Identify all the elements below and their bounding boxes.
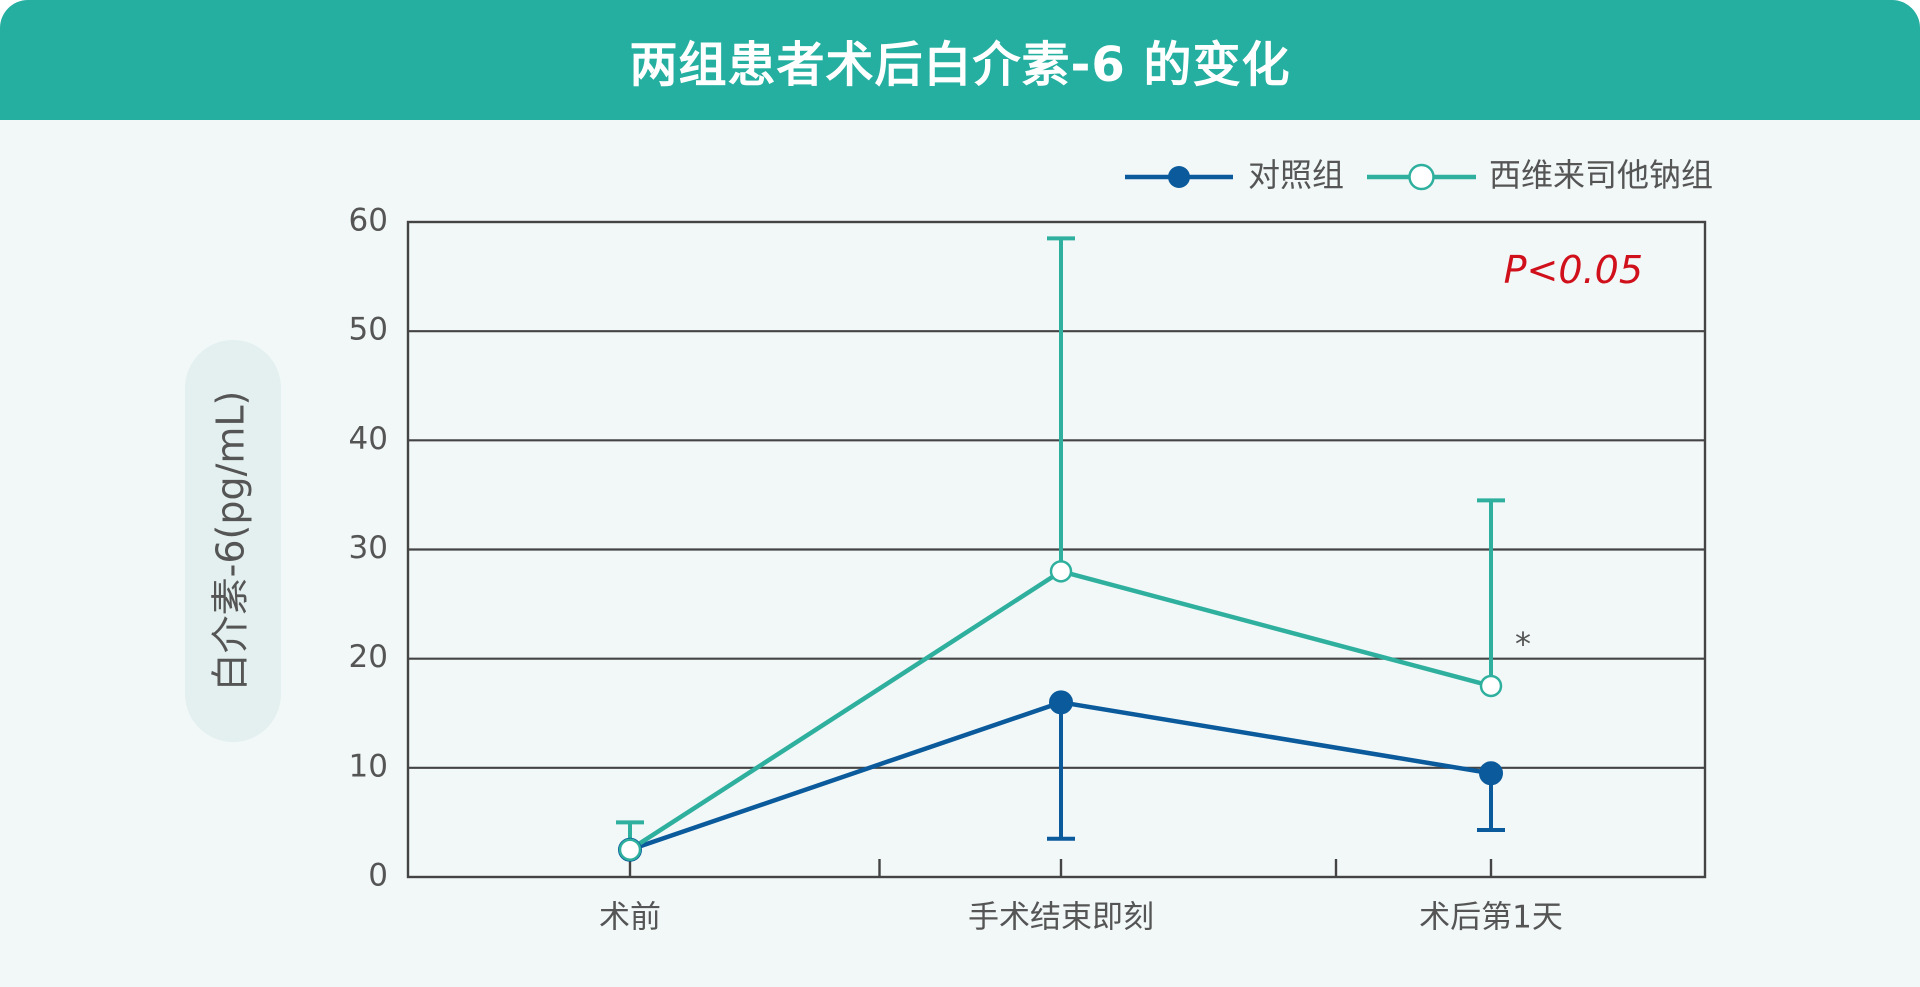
- chart-title: 两组患者术后白介素-6 的变化: [629, 37, 1291, 93]
- x-tick-label: 术后第1天: [1419, 900, 1563, 936]
- data-point: [618, 838, 642, 861]
- series-layer: [616, 236, 1505, 862]
- p-value-annotation: P<0.05: [1504, 248, 1643, 292]
- legend-marker: [1168, 166, 1190, 188]
- tick-layer: 0 10 20 30 40 50 60 术前 手术结束即刻 术后第1天: [349, 203, 1563, 936]
- y-tick-label: 0: [368, 858, 388, 894]
- data-point: [1049, 560, 1073, 583]
- data-point: [1479, 674, 1503, 698]
- y-tick-label: 50: [349, 312, 388, 348]
- chart-header: 两组患者术后白介素-6 的变化: [0, 0, 1920, 120]
- legend: 对照组 西维来司他钠组: [1125, 156, 1713, 194]
- x-tick-label: 手术结束即刻: [968, 900, 1154, 936]
- data-point: [1479, 761, 1503, 786]
- y-tick-label: 40: [349, 421, 388, 457]
- x-tick-label: 术前: [599, 900, 661, 936]
- data-point: [1049, 690, 1073, 715]
- significance-marker: *: [1515, 625, 1531, 663]
- grid-layer: [406, 220, 1707, 879]
- legend-label: 对照组: [1248, 156, 1344, 194]
- y-tick-label: 30: [349, 530, 388, 566]
- y-axis-label: 白介素-6(pg/mL): [209, 391, 253, 692]
- plot-frame: [406, 220, 1707, 879]
- y-tick-label: 10: [349, 748, 388, 784]
- y-tick-label: 20: [349, 639, 388, 675]
- y-axis-label-background: [185, 340, 281, 742]
- legend-marker: [1408, 163, 1435, 191]
- legend-label: 西维来司他钠组: [1489, 156, 1713, 194]
- y-tick-label: 60: [349, 203, 388, 239]
